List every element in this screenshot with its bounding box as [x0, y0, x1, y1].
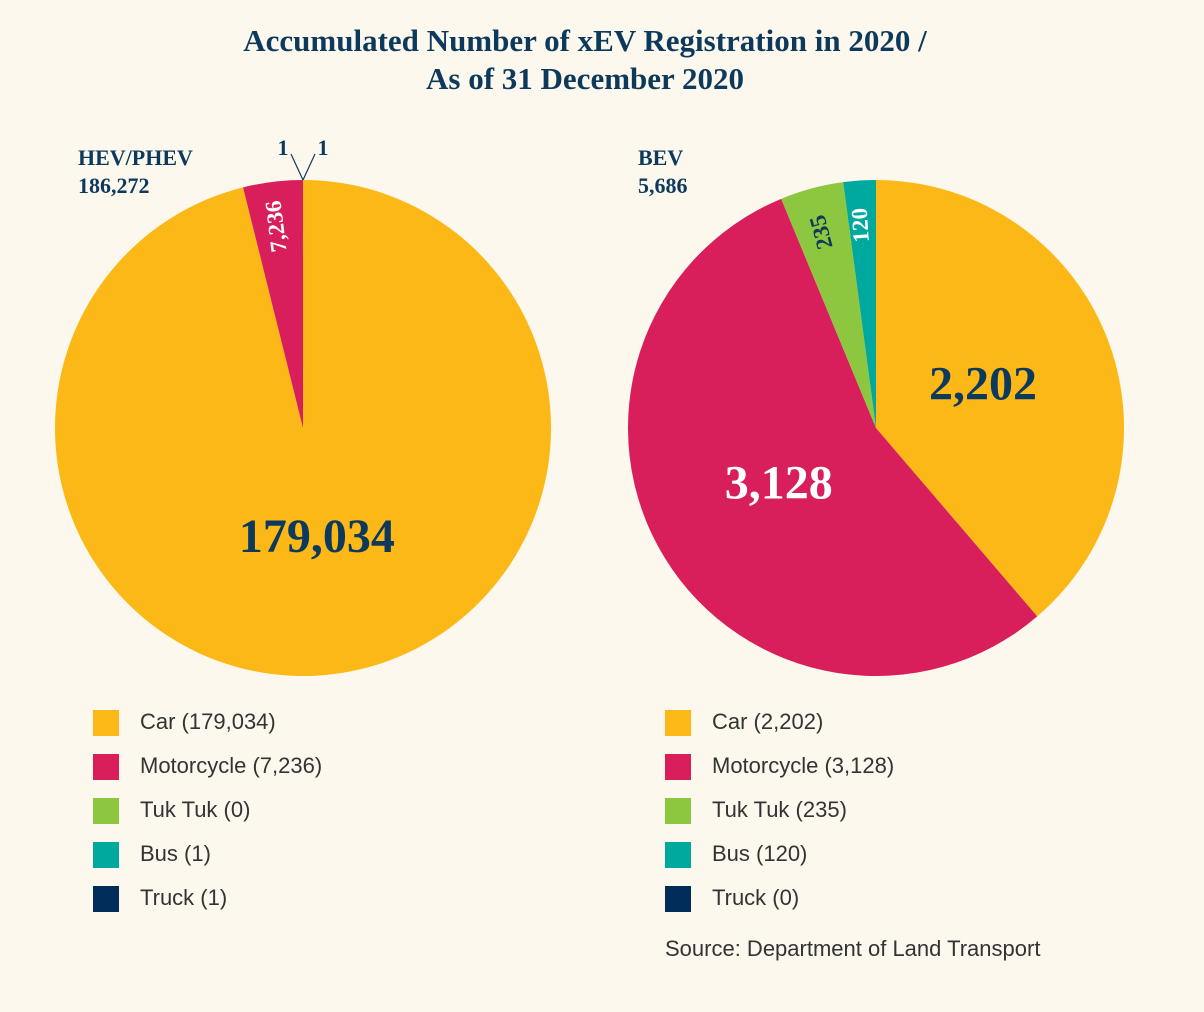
- slice-label: 1: [318, 135, 329, 160]
- pie-title: HEV/PHEV: [78, 145, 193, 170]
- legend-swatch: [665, 710, 691, 736]
- legend-swatch: [93, 754, 119, 780]
- pie-total: 5,686: [638, 173, 688, 198]
- leader-line: [290, 153, 304, 181]
- pie-slice: [876, 180, 1124, 617]
- slice-label: 120: [847, 207, 874, 243]
- legend-label: Motorcycle (7,236): [140, 753, 322, 778]
- legend-swatch: [93, 798, 119, 824]
- legend-label: Tuk Tuk (0): [140, 797, 250, 822]
- slice-label: 3,128: [725, 457, 833, 510]
- pie-slice: [843, 180, 876, 428]
- legend-label: Car (2,202): [712, 709, 823, 734]
- pie-total: 186,272: [78, 173, 150, 198]
- legend-label: Tuk Tuk (235): [712, 797, 847, 822]
- legend-label: Bus (1): [140, 841, 211, 866]
- legend-label: Truck (0): [712, 885, 799, 910]
- source-note: Source: Department of Land Transport: [665, 936, 1040, 961]
- chart-title: Accumulated Number of xEV Registration i…: [243, 23, 927, 58]
- chart-subtitle: As of 31 December 2020: [426, 61, 744, 96]
- pie-slice: [781, 182, 876, 428]
- legend-swatch: [93, 886, 119, 912]
- slice-label: 2,202: [929, 357, 1037, 410]
- pie-slice: [628, 198, 1038, 677]
- legend-swatch: [93, 710, 119, 736]
- pie-title: BEV: [638, 145, 683, 170]
- leader-line: [302, 153, 316, 181]
- legend-label: Truck (1): [140, 885, 227, 910]
- pie-slice: [243, 180, 303, 428]
- legend-swatch: [665, 886, 691, 912]
- legend-swatch: [665, 798, 691, 824]
- legend-label: Bus (120): [712, 841, 807, 866]
- slice-label: 1: [278, 135, 289, 160]
- legend-swatch: [665, 842, 691, 868]
- legend-swatch: [665, 754, 691, 780]
- legend-swatch: [93, 842, 119, 868]
- pie-slice: [55, 180, 552, 676]
- slice-label: 179,034: [239, 510, 395, 563]
- legend-label: Motorcycle (3,128): [712, 753, 894, 778]
- legend-label: Car (179,034): [140, 709, 276, 734]
